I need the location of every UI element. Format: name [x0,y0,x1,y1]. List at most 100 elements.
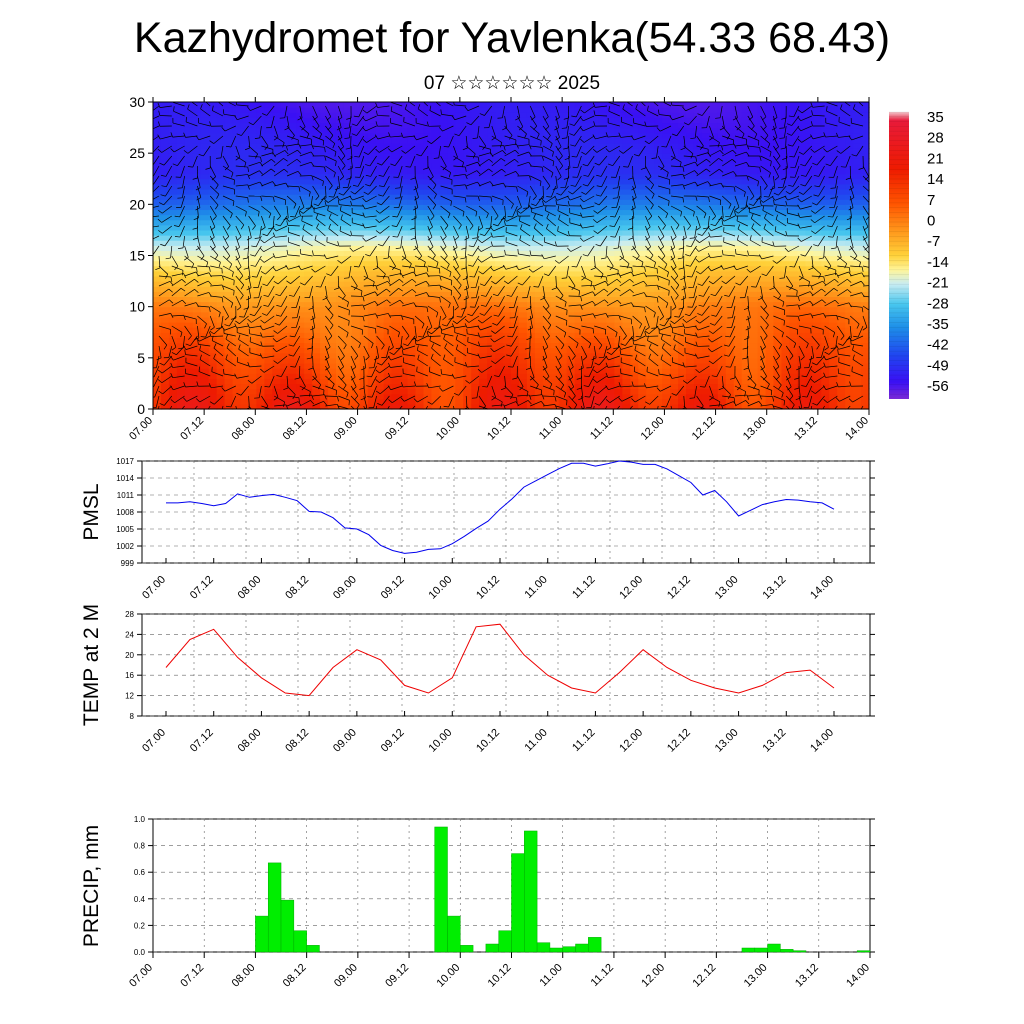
heatmap-cell [399,148,409,154]
heatmap-cell [590,306,600,313]
heatmap-cell [678,235,687,241]
heatmap-cell [200,148,210,154]
heatmap-cell [709,112,719,118]
heatmap-cell [328,168,337,175]
heatmap-cell [550,296,560,303]
heatmap-cell [781,296,791,303]
heatmap-cell [328,332,337,338]
heatmap-cell [693,127,703,134]
heatmap-cell [320,142,329,149]
heatmap-cell [343,107,353,113]
heatmap-cell [495,199,504,205]
heatmap-cell [518,352,528,359]
heatmap-cell [638,306,647,313]
heatmap-cell [208,107,218,113]
heatmap-cell [335,214,345,221]
heatmap-cell [455,199,464,205]
heatmap-cell [749,229,759,236]
heatmap-cell [733,316,743,323]
heatmap-cell [503,204,512,211]
heatmap-cell [176,388,186,395]
heatmap-cell [216,117,226,124]
heatmap-cell [320,117,329,124]
heatmap-cell [447,265,456,272]
heatmap-cell [224,286,234,292]
heatmap-cell [511,250,520,257]
heatmap-cell [765,229,775,236]
heatmap-cell [534,168,544,175]
heatmap-cell [558,388,568,395]
heatmap-cell [280,137,289,144]
heatmap-cell [805,183,814,190]
heatmap-cell [725,224,735,231]
heatmap-cell [511,153,520,159]
heatmap-cell [717,209,727,216]
heatmap-cell [168,132,178,139]
heatmap-cell [797,204,806,211]
heatmap-cell [415,142,425,149]
heatmap-cell [479,142,488,149]
heatmap-cell [686,306,695,313]
heatmap-cell [328,357,337,364]
heatmap-cell [343,229,353,236]
heatmap-cell [184,296,194,303]
heatmap-cell [320,368,329,374]
heatmap-cell [224,102,234,108]
heatmap-cell [176,112,186,118]
heatmap-cell [805,127,814,134]
heatmap-cell [558,127,568,134]
heatmap-cell [264,214,273,221]
heatmap-cell [399,398,409,405]
heatmap-cell [479,322,488,328]
heatmap-cell [789,183,798,190]
heatmap-cell [614,148,623,154]
heatmap-cell [184,158,194,164]
heatmap-cell [168,173,178,180]
heatmap-cell [463,219,472,226]
heatmap-cell [168,332,178,338]
heatmap-cell [797,291,806,298]
heatmap-cell [184,148,194,154]
heatmap-cell [232,296,242,303]
heatmap-cell [224,383,234,390]
heatmap-cell [383,240,393,246]
heatmap-cell [518,188,528,195]
heatmap-cell [479,316,488,323]
heatmap-cell [789,199,798,205]
heatmap-cell [296,127,305,134]
heatmap-cell [391,352,401,359]
heatmap-cell [495,235,504,241]
heatmap-cell [335,199,345,205]
heatmap-cell [693,337,703,344]
heatmap-cell [455,204,464,211]
heatmap-cell [590,332,600,338]
heatmap-cell [280,240,289,246]
heatmap-cell [654,214,663,221]
heatmap-cell [654,337,663,344]
heatmap-cell [455,178,464,185]
heatmap-cell [757,219,767,226]
heatmap-cell [487,173,496,180]
heatmap-cell [654,224,663,231]
heatmap-cell [328,132,337,139]
heatmap-cell [463,183,472,190]
heatmap-cell [717,163,727,170]
heatmap-cell [526,209,536,216]
heatmap-cell [678,352,687,359]
heatmap-cell [184,347,194,354]
heatmap-cell [701,378,711,385]
heatmap-cell [741,142,751,149]
heatmap-cell [407,209,417,216]
heatmap-cell [256,373,265,379]
heatmap-cell [224,209,234,216]
heatmap-cell [686,352,695,359]
heatmap-cell [192,332,202,338]
heatmap-cell [503,178,512,185]
heatmap-cell [550,311,560,318]
heatmap-cell [622,199,631,205]
heatmap-cell [479,332,488,338]
heatmap-cell [550,357,560,364]
heatmap-cell [168,301,178,308]
heatmap-cell [423,137,433,144]
heatmap-cell [391,357,401,364]
